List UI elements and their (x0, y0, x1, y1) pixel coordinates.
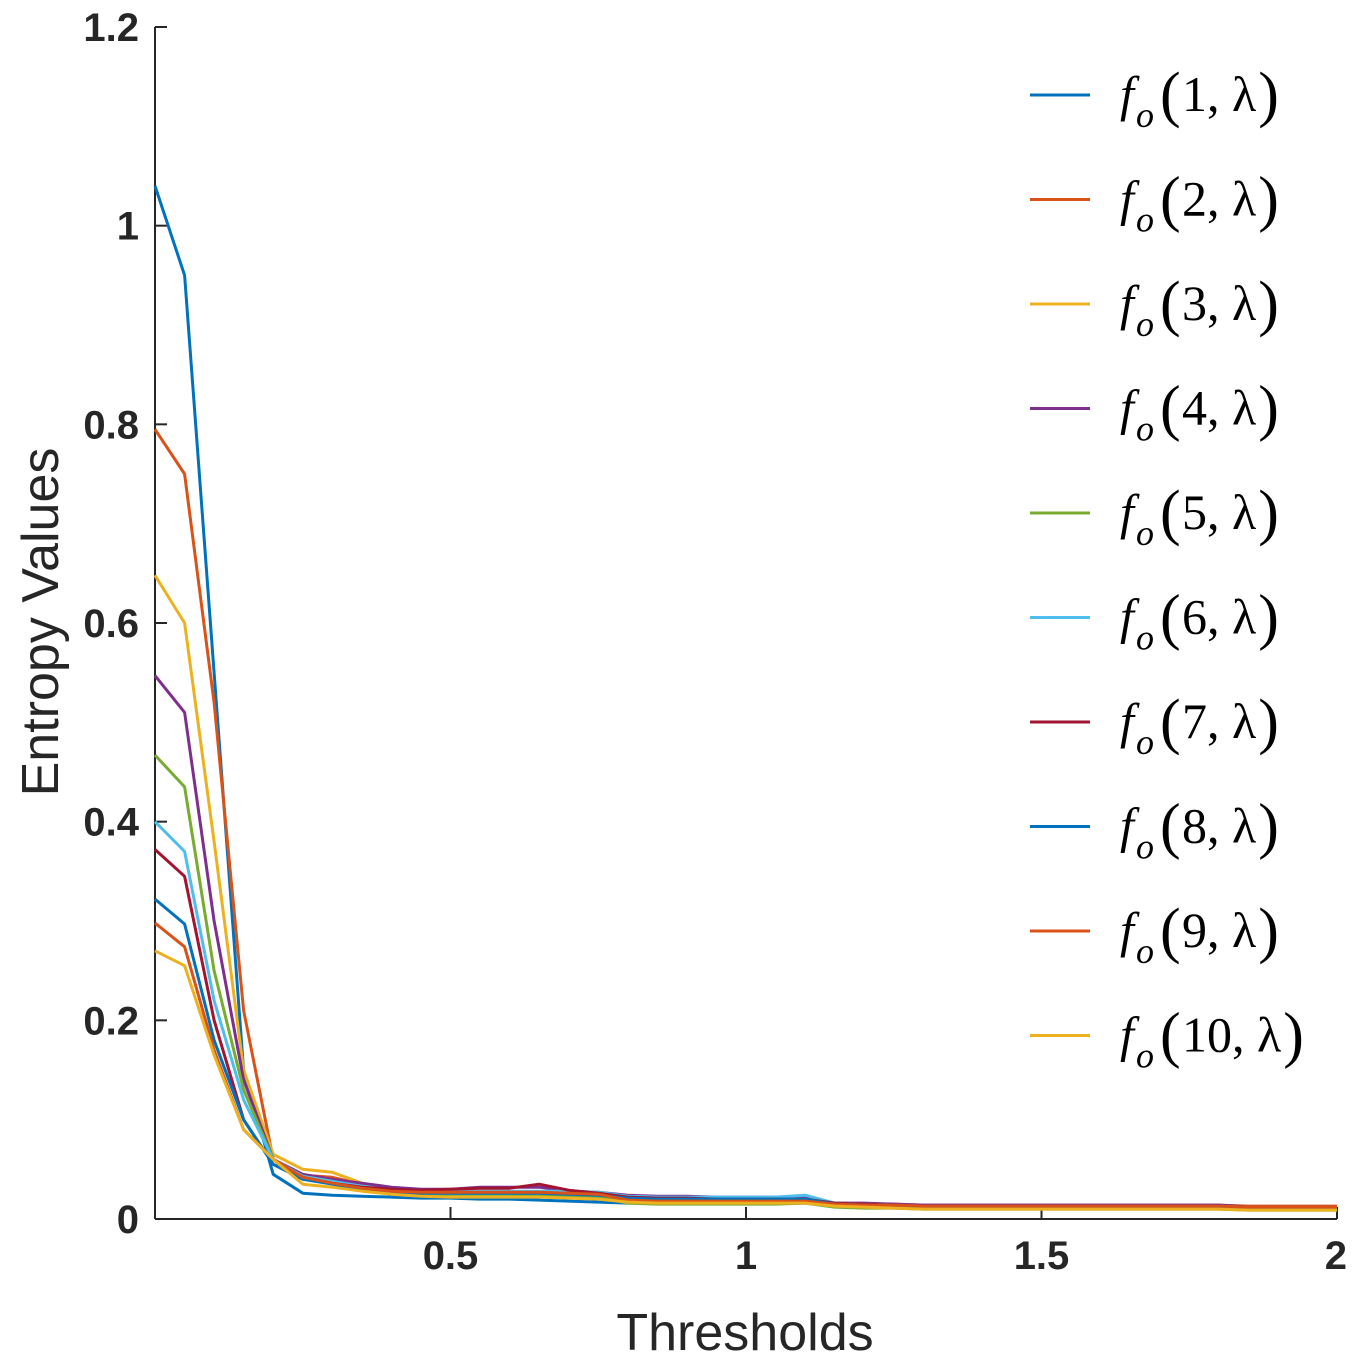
y-tick-label: 0.4 (83, 801, 139, 845)
legend-args: 4, λ (1182, 380, 1256, 436)
legend-right-paren: ) (1258, 375, 1279, 443)
legend-entry-7: f o(7, λ) (1030, 688, 1279, 762)
series-line-10 (154, 949, 1337, 1212)
legend-entry-8: f o(8, λ) (1030, 793, 1279, 867)
legend: f o(1, λ) f o(2, λ) f o(3, λ) f o(4, λ) f o(5, λ)… (1030, 61, 1304, 1076)
x-tick-label: 0.5 (423, 1234, 479, 1278)
y-axis-label: Entropy Values (12, 448, 70, 797)
legend-right-paren: ) (1258, 479, 1279, 547)
legend-left-paren: ( (1160, 479, 1181, 547)
legend-left-paren: ( (1160, 270, 1181, 338)
legend-args: 9, λ (1182, 902, 1256, 958)
legend-subscript: o (1136, 200, 1154, 240)
y-tick-label: 1.2 (83, 6, 139, 50)
legend-left-paren: ( (1160, 793, 1181, 861)
legend-left-paren: ( (1160, 1002, 1181, 1070)
legend-subscript: o (1136, 513, 1154, 553)
legend-args: 7, λ (1182, 693, 1256, 749)
x-tick-label: 1.5 (1014, 1234, 1070, 1278)
legend-subscript: o (1136, 722, 1154, 762)
legend-right-paren: ) (1258, 897, 1279, 965)
legend-subscript: o (1136, 304, 1154, 344)
legend-left-paren: ( (1160, 166, 1181, 234)
legend-right-paren: ) (1258, 584, 1279, 652)
legend-entry-2: f o(2, λ) (1030, 166, 1279, 240)
y-tick-label: 0 (117, 1198, 139, 1242)
legend-right-paren: ) (1258, 270, 1279, 338)
legend-entry-9: f o(9, λ) (1030, 897, 1279, 971)
legend-left-paren: ( (1160, 61, 1181, 129)
x-tick-label: 1 (735, 1234, 757, 1278)
legend-subscript: o (1136, 827, 1154, 867)
series-line-3 (153, 574, 1337, 1209)
legend-subscript: o (1136, 1036, 1154, 1076)
legend-args: 1, λ (1182, 66, 1256, 122)
legend-subscript: o (1136, 95, 1154, 135)
legend-entry-10: f o(10, λ) (1030, 1002, 1304, 1076)
legend-args: 10, λ (1182, 1007, 1281, 1063)
legend-left-paren: ( (1160, 897, 1181, 965)
y-tick-label: 0.2 (83, 999, 139, 1043)
legend-right-paren: ) (1283, 1002, 1304, 1070)
x-axis-label: Thresholds (616, 1304, 873, 1362)
legend-entry-4: f o(4, λ) (1030, 375, 1279, 449)
legend-args: 8, λ (1182, 798, 1256, 854)
series-layer (153, 185, 1337, 1212)
legend-right-paren: ) (1258, 793, 1279, 861)
legend-left-paren: ( (1160, 375, 1181, 443)
legend-args: 2, λ (1182, 171, 1256, 227)
legend-left-paren: ( (1160, 584, 1181, 652)
legend-args: 5, λ (1182, 484, 1256, 540)
legend-right-paren: ) (1258, 61, 1279, 129)
legend-entry-1: f o(1, λ) (1030, 61, 1279, 135)
legend-left-paren: ( (1160, 688, 1181, 756)
legend-entry-3: f o(3, λ) (1030, 270, 1279, 344)
y-tick-label: 1 (117, 205, 139, 249)
legend-right-paren: ) (1258, 688, 1279, 756)
legend-subscript: o (1136, 409, 1154, 449)
y-tick-label: 0.6 (83, 602, 139, 646)
legend-args: 3, λ (1182, 275, 1256, 331)
x-tick-label: 2 (1325, 1234, 1347, 1278)
legend-subscript: o (1136, 618, 1154, 658)
legend-args: 6, λ (1182, 589, 1256, 645)
y-tick-label: 0.8 (83, 403, 139, 447)
legend-right-paren: ) (1258, 166, 1279, 234)
legend-entry-5: f o(5, λ) (1030, 479, 1279, 553)
legend-subscript: o (1136, 931, 1154, 971)
axes: 0 0.2 0.4 0.6 0.8 1 1.2 0.5 1 1.5 2 (83, 6, 1347, 1278)
legend-entry-6: f o(6, λ) (1030, 584, 1279, 658)
series-line-9 (154, 921, 1337, 1209)
